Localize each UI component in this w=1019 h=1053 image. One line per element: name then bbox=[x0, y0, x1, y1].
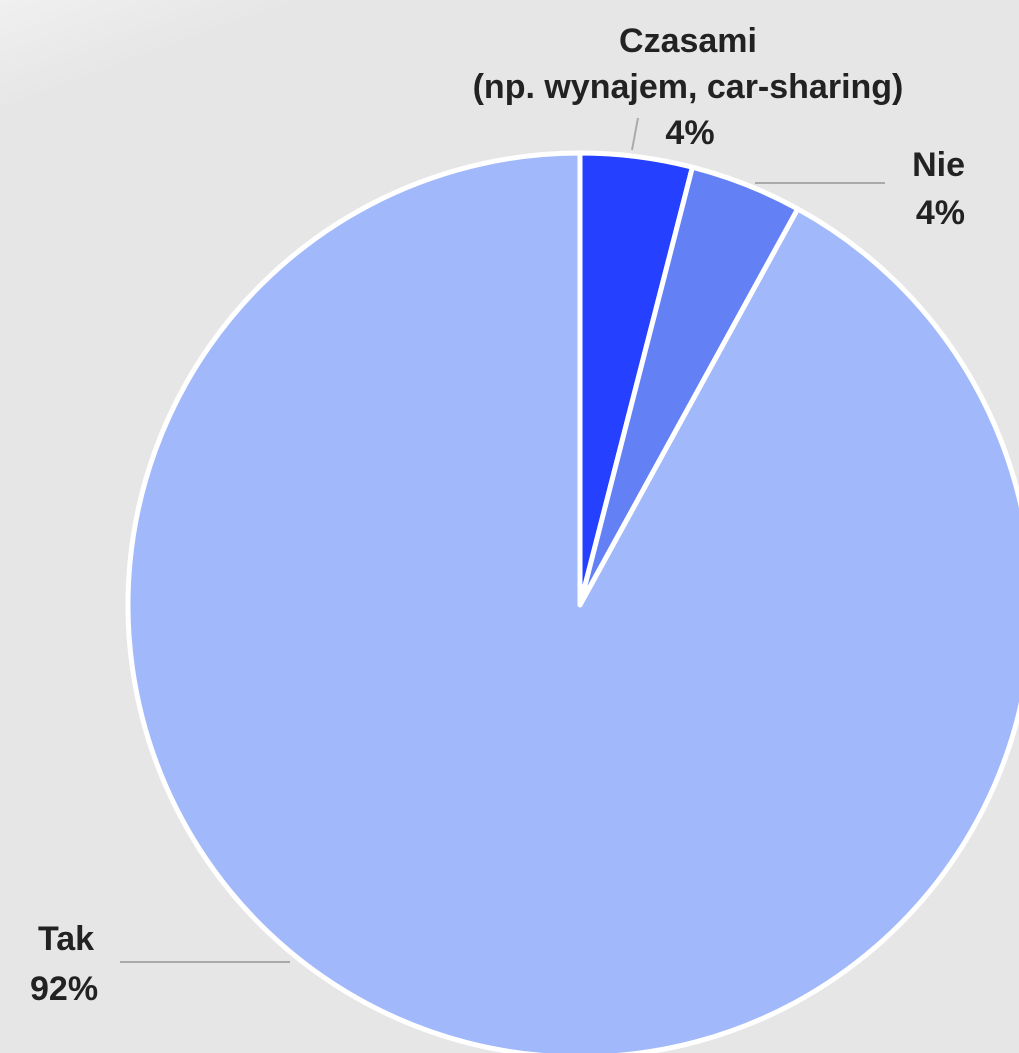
slice-label: Nie bbox=[912, 146, 965, 184]
value-label: 4% bbox=[665, 114, 715, 152]
leader-line bbox=[631, 117, 639, 151]
value-label: 4% bbox=[915, 194, 965, 232]
slice-label: Tak bbox=[38, 920, 95, 958]
value-label: 92% bbox=[30, 970, 99, 1008]
slice-label: Czasami (np. wynajem, car-sharing) bbox=[472, 22, 904, 106]
pie-slice bbox=[125, 150, 1019, 1053]
